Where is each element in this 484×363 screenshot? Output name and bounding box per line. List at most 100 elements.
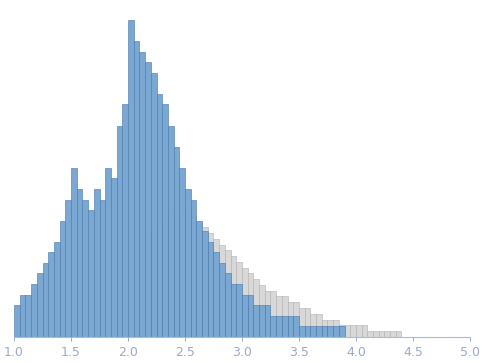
- Bar: [162, 105, 168, 337]
- Bar: [327, 326, 333, 337]
- Bar: [287, 302, 293, 337]
- Bar: [100, 200, 105, 337]
- Bar: [287, 316, 293, 337]
- Bar: [396, 331, 401, 337]
- Bar: [219, 245, 225, 337]
- Bar: [316, 314, 322, 337]
- Bar: [94, 189, 100, 337]
- Bar: [248, 273, 253, 337]
- Bar: [48, 252, 54, 337]
- Bar: [310, 314, 316, 337]
- Bar: [31, 284, 37, 337]
- Bar: [248, 294, 253, 337]
- Bar: [378, 331, 384, 337]
- Bar: [293, 316, 299, 337]
- Bar: [179, 168, 185, 337]
- Bar: [253, 305, 259, 337]
- Bar: [208, 233, 213, 337]
- Bar: [20, 294, 26, 337]
- Bar: [77, 189, 82, 337]
- Bar: [327, 319, 333, 337]
- Bar: [219, 263, 225, 337]
- Bar: [236, 262, 242, 337]
- Bar: [282, 316, 287, 337]
- Bar: [362, 325, 367, 337]
- Bar: [230, 284, 236, 337]
- Bar: [276, 297, 282, 337]
- Bar: [242, 294, 248, 337]
- Bar: [191, 200, 197, 337]
- Bar: [111, 178, 117, 337]
- Bar: [271, 316, 276, 337]
- Bar: [145, 62, 151, 337]
- Bar: [271, 291, 276, 337]
- Bar: [156, 94, 162, 337]
- Bar: [14, 305, 20, 337]
- Bar: [265, 291, 271, 337]
- Bar: [65, 200, 71, 337]
- Bar: [350, 325, 356, 337]
- Bar: [299, 308, 304, 337]
- Bar: [304, 308, 310, 337]
- Bar: [117, 126, 122, 337]
- Bar: [88, 210, 94, 337]
- Bar: [26, 294, 31, 337]
- Bar: [213, 239, 219, 337]
- Bar: [259, 305, 265, 337]
- Bar: [236, 284, 242, 337]
- Bar: [310, 326, 316, 337]
- Bar: [265, 305, 271, 337]
- Bar: [122, 105, 128, 337]
- Bar: [208, 242, 213, 337]
- Bar: [276, 316, 282, 337]
- Bar: [202, 227, 208, 337]
- Bar: [384, 331, 390, 337]
- Bar: [253, 279, 259, 337]
- Bar: [151, 233, 156, 337]
- Bar: [213, 252, 219, 337]
- Bar: [168, 216, 174, 337]
- Bar: [43, 263, 48, 337]
- Bar: [134, 41, 139, 337]
- Bar: [339, 326, 345, 337]
- Bar: [174, 147, 179, 337]
- Bar: [304, 326, 310, 337]
- Bar: [202, 231, 208, 337]
- Bar: [390, 331, 396, 337]
- Bar: [299, 326, 304, 337]
- Bar: [333, 326, 339, 337]
- Bar: [54, 242, 60, 337]
- Bar: [128, 20, 134, 337]
- Bar: [60, 221, 65, 337]
- Bar: [151, 73, 156, 337]
- Bar: [185, 210, 191, 337]
- Bar: [345, 325, 350, 337]
- Bar: [293, 302, 299, 337]
- Bar: [179, 210, 185, 337]
- Bar: [339, 325, 345, 337]
- Bar: [105, 168, 111, 337]
- Bar: [259, 285, 265, 337]
- Bar: [174, 210, 179, 337]
- Bar: [225, 273, 230, 337]
- Bar: [373, 331, 378, 337]
- Bar: [197, 221, 202, 337]
- Bar: [367, 331, 373, 337]
- Bar: [230, 256, 236, 337]
- Bar: [162, 221, 168, 337]
- Bar: [185, 189, 191, 337]
- Bar: [71, 168, 77, 337]
- Bar: [333, 319, 339, 337]
- Bar: [282, 297, 287, 337]
- Bar: [225, 250, 230, 337]
- Bar: [156, 227, 162, 337]
- Bar: [316, 326, 322, 337]
- Bar: [356, 325, 362, 337]
- Bar: [322, 326, 327, 337]
- Bar: [197, 221, 202, 337]
- Bar: [242, 268, 248, 337]
- Bar: [37, 273, 43, 337]
- Bar: [82, 200, 88, 337]
- Bar: [322, 319, 327, 337]
- Bar: [139, 52, 145, 337]
